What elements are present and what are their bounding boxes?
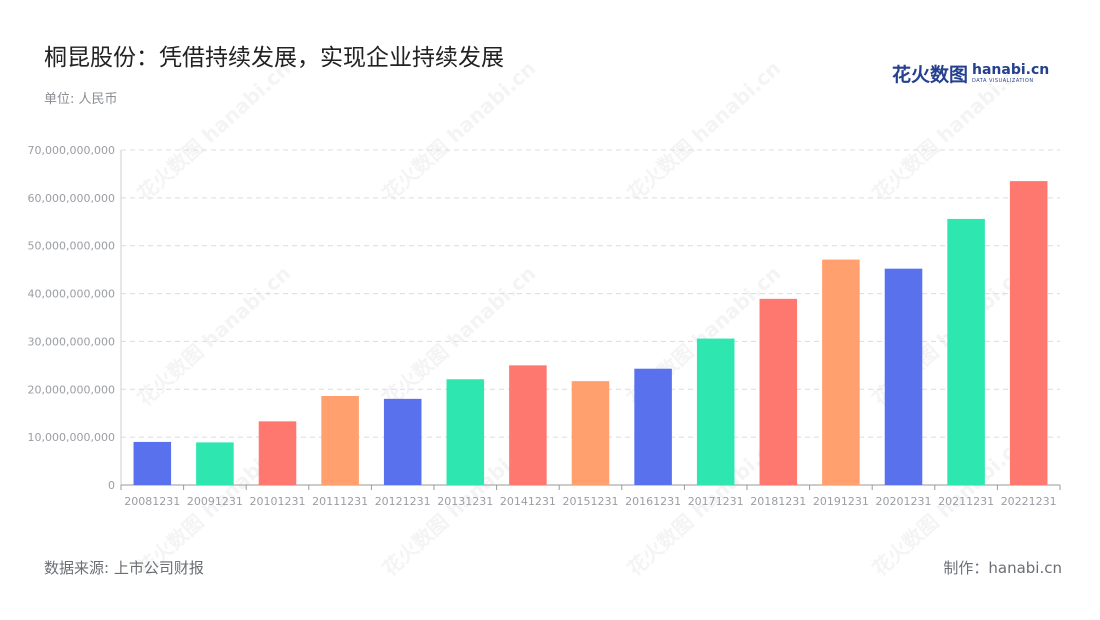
- x-tick-label: 20221231: [1001, 495, 1057, 508]
- logo-sub-text: DATA VISUALIZATION: [972, 77, 1034, 84]
- x-tick-label: 20081231: [124, 495, 180, 508]
- x-tick-label: 20111231: [312, 495, 368, 508]
- logo-en-block: hanabi.cn DATA VISUALIZATION: [972, 63, 1049, 84]
- bar-20181231: [759, 298, 798, 485]
- bar-20151231: [571, 381, 610, 485]
- bar-20211231: [947, 218, 985, 485]
- unit-label: 单位: 人民币: [44, 92, 118, 107]
- x-tick-label: 20181231: [750, 495, 806, 508]
- bar-20111231: [321, 395, 359, 485]
- x-tick-label: 20131231: [437, 495, 493, 508]
- y-tick-label: 40,000,000,000: [28, 288, 115, 301]
- x-tick-label: 20211231: [938, 495, 994, 508]
- y-tick-label: 50,000,000,000: [28, 240, 115, 253]
- bar-20101231: [258, 421, 297, 485]
- x-tick-label: 20101231: [250, 495, 306, 508]
- bar-20121231: [383, 398, 422, 485]
- bar-20091231: [196, 442, 234, 485]
- y-tick-label: 10,000,000,000: [28, 431, 115, 444]
- y-tick-label: 30,000,000,000: [28, 335, 115, 348]
- bar-20161231: [634, 368, 672, 485]
- bar-20201231: [884, 268, 923, 485]
- y-tick-label: 60,000,000,000: [28, 192, 115, 205]
- brand-logo: 花火数图 hanabi.cn DATA VISUALIZATION: [892, 60, 1049, 86]
- x-tick-label: 20141231: [500, 495, 556, 508]
- bar-20191231: [822, 259, 860, 485]
- x-tick-label: 20121231: [375, 495, 431, 508]
- bar-20171231: [696, 338, 735, 485]
- x-tick-label: 20171231: [688, 495, 744, 508]
- y-tick-label: 70,000,000,000: [28, 144, 115, 157]
- bar-20141231: [509, 365, 547, 485]
- logo-cn-text: 花火数图: [892, 63, 969, 86]
- y-tick-label: 20,000,000,000: [28, 383, 115, 396]
- x-tick-label: 20161231: [625, 495, 681, 508]
- x-tick-label: 20201231: [876, 495, 932, 508]
- x-tick-label: 20151231: [563, 495, 619, 508]
- data-source: 数据来源: 上市公司财报: [44, 559, 204, 577]
- bar-20081231: [133, 441, 172, 485]
- bar-20131231: [446, 379, 485, 485]
- chart-title: 桐昆股份：凭借持续发展，实现企业持续发展: [44, 45, 504, 71]
- credit: 制作：hanabi.cn: [943, 559, 1062, 577]
- logo-en-text: hanabi.cn: [972, 61, 1050, 78]
- bar-20221231: [1009, 181, 1048, 485]
- y-tick-label: 0: [108, 479, 115, 492]
- x-tick-label: 20091231: [187, 495, 243, 508]
- x-tick-label: 20191231: [813, 495, 869, 508]
